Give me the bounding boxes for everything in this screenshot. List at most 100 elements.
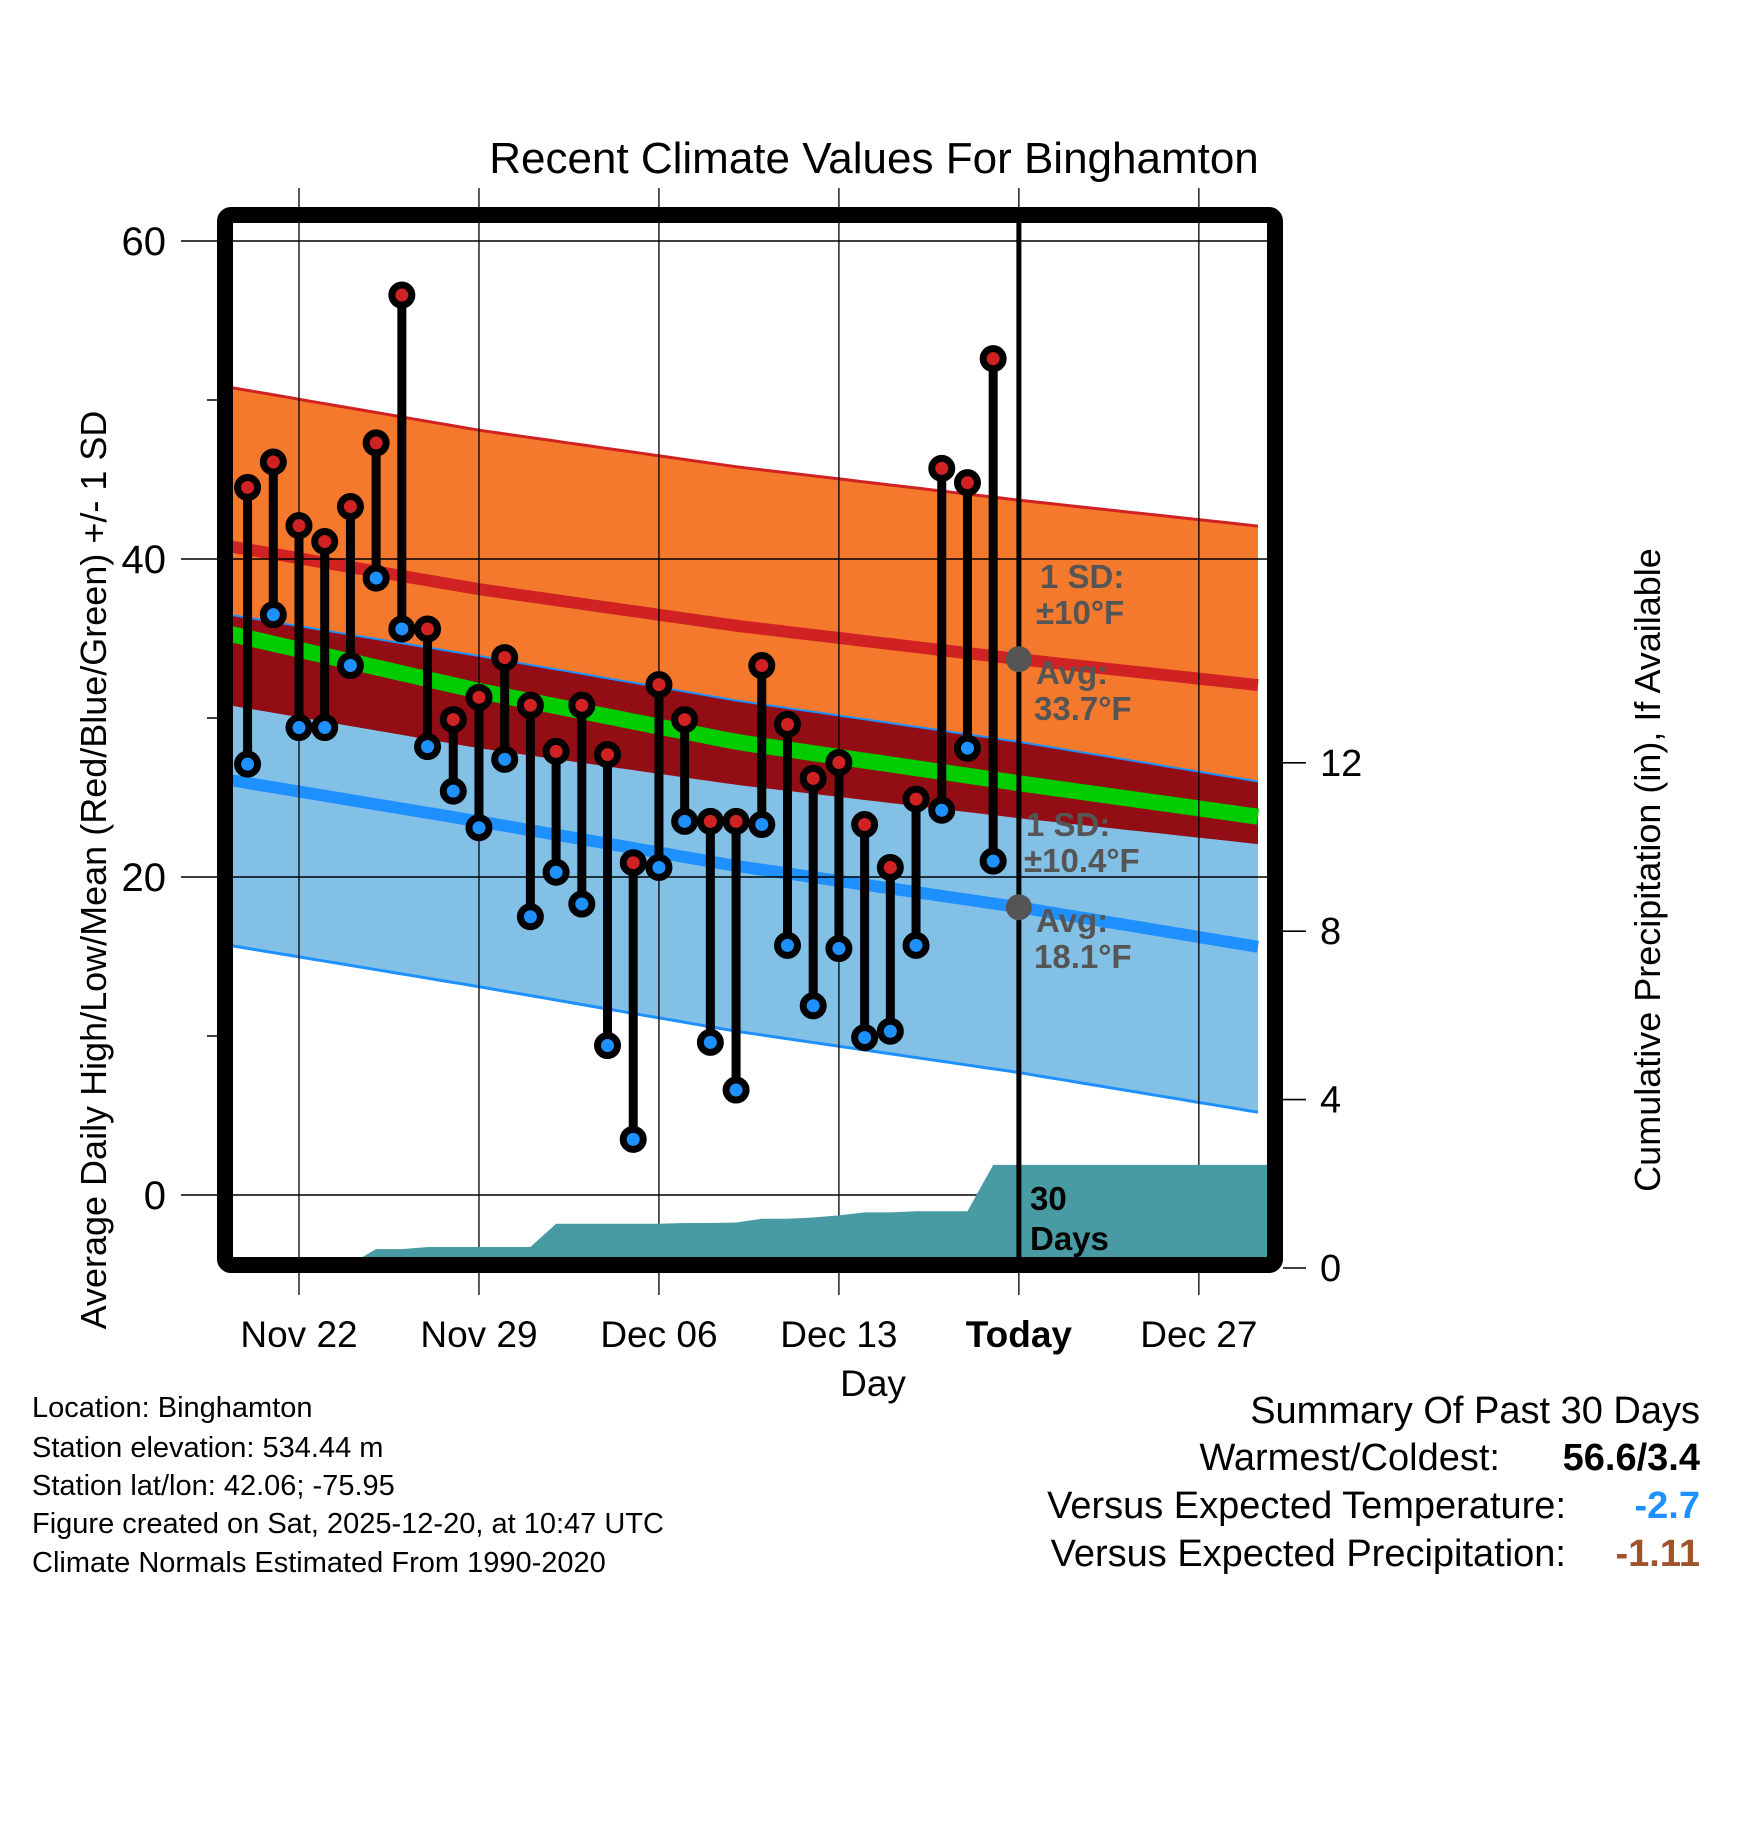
low-point: [928, 796, 956, 824]
y-tick-label: 20: [122, 856, 167, 900]
low-point: [362, 564, 390, 592]
low-point: [851, 1024, 879, 1052]
low-point: [336, 652, 364, 680]
high-point: [439, 706, 467, 734]
low-point: [748, 811, 776, 839]
precip-fill: [232, 1164, 1268, 1258]
y-tick-label: 40: [122, 538, 167, 582]
high-sd-value: ±10°F: [1036, 594, 1124, 631]
low-point: [876, 1017, 904, 1045]
low-point: [259, 601, 287, 629]
high-point: [336, 493, 364, 521]
low-point: [388, 615, 416, 643]
low-avg-label: Avg:: [1036, 902, 1108, 939]
low-avg-value: 18.1°F: [1034, 938, 1132, 975]
high-point: [285, 512, 313, 540]
low-point: [619, 1125, 647, 1153]
low-point: [491, 745, 519, 773]
low-point: [953, 734, 981, 762]
summary-title: Summary Of Past 30 Days: [1250, 1390, 1700, 1432]
precip-label-30: 30: [1030, 1180, 1067, 1217]
plot-frame: [217, 207, 1283, 1273]
high-point: [388, 281, 416, 309]
x-axis: Nov 22 Nov 29 Dec 06 Dec 13 Today Dec 27: [240, 1314, 1257, 1355]
high-point: [696, 807, 724, 835]
low-point: [414, 733, 442, 761]
summary-temp-label: Versus Expected Temperature:: [1047, 1485, 1566, 1527]
low-point: [285, 714, 313, 742]
y2-tick-label: 8: [1320, 911, 1341, 953]
chart-title: Recent Climate Values For Binghamton: [489, 134, 1259, 183]
low-sd-label: 1 SD:: [1026, 806, 1110, 843]
low-point: [979, 847, 1007, 875]
low-avg-line: [232, 774, 1259, 953]
low-point: [465, 814, 493, 842]
x-tick-label: Dec 13: [780, 1314, 897, 1355]
low-point: [773, 931, 801, 959]
y-axis: 0 20 40 60: [122, 220, 232, 1218]
high-point: [414, 615, 442, 643]
info-normals: Climate Normals Estimated From 1990-2020: [32, 1547, 606, 1579]
low-point: [516, 903, 544, 931]
y2-axis: 0 4 8 12: [1283, 743, 1362, 1290]
low-point: [799, 992, 827, 1020]
daily-stems: [234, 281, 1007, 1153]
high-point: [953, 469, 981, 497]
mean-avg-line: [232, 626, 1260, 825]
low-point: [234, 750, 262, 778]
high-point: [516, 691, 544, 719]
low-point: [645, 853, 673, 881]
high-point: [748, 652, 776, 680]
x-tick-label: Nov 22: [240, 1314, 357, 1355]
low-sd-lower-line: [232, 944, 1259, 1114]
x-tick-label: Dec 06: [600, 1314, 717, 1355]
high-point: [722, 807, 750, 835]
y-axis-label: Average Daily High/Low/Mean (Red/Blue/Gr…: [73, 411, 114, 1330]
low-point: [568, 890, 596, 918]
y-tick-label: 0: [144, 1174, 166, 1218]
high-point: [234, 473, 262, 501]
y2-axis-label: Cumulative Precipitation (in), If Availa…: [1627, 548, 1668, 1192]
x-axis-label: Day: [840, 1363, 906, 1404]
summary-extremes-value: 56.6/3.4: [1562, 1437, 1700, 1479]
y-tick-label: 60: [122, 220, 167, 264]
info-created: Figure created on Sat, 2025-12-20, at 10…: [32, 1508, 664, 1540]
precip-area: [232, 1164, 1268, 1258]
high-point: [773, 710, 801, 738]
high-point: [568, 691, 596, 719]
normals-bands: [232, 386, 1260, 1114]
high-point: [902, 785, 930, 813]
high-point: [542, 737, 570, 765]
high-point: [311, 528, 339, 556]
high-point: [619, 849, 647, 877]
low-point: [542, 858, 570, 886]
high-sd-label: 1 SD:: [1040, 558, 1124, 595]
high-point: [594, 741, 622, 769]
low-point: [722, 1076, 750, 1104]
high-point: [671, 706, 699, 734]
high-point: [491, 644, 519, 672]
y2-tick-label: 12: [1320, 743, 1362, 785]
low-point: [825, 935, 853, 963]
high-avg-value: 33.7°F: [1034, 690, 1132, 727]
info-latlon: Station lat/lon: 42.06; -75.95: [32, 1470, 395, 1502]
low-sd-upper-line: [232, 613, 1259, 783]
high-point: [799, 764, 827, 792]
high-point: [825, 749, 853, 777]
high-point: [876, 853, 904, 881]
high-point: [362, 429, 390, 457]
high-avg-marker: [1005, 646, 1032, 673]
summary-precip-value: -1.11: [1615, 1533, 1700, 1575]
y2-tick-label: 4: [1320, 1080, 1341, 1122]
low-sd-value: ±10.4°F: [1024, 842, 1140, 879]
high-avg-label: Avg:: [1036, 654, 1108, 691]
x-tick-label: Dec 27: [1140, 1314, 1257, 1355]
precip-label-days: Days: [1030, 1220, 1109, 1257]
high-point: [465, 683, 493, 711]
low-point: [311, 714, 339, 742]
high-point: [979, 345, 1007, 373]
y2-tick-label: 0: [1320, 1248, 1341, 1290]
high-point: [928, 454, 956, 482]
summary-precip-label: Versus Expected Precipitation:: [1050, 1533, 1566, 1575]
